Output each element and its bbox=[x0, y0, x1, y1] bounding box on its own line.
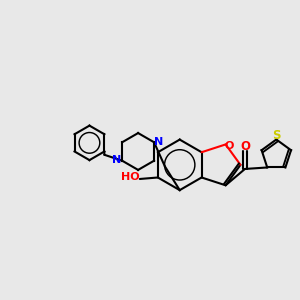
Text: O: O bbox=[240, 140, 250, 153]
Text: HO: HO bbox=[121, 172, 140, 182]
Text: N: N bbox=[154, 137, 164, 147]
Text: O: O bbox=[224, 141, 234, 151]
Text: S: S bbox=[272, 129, 281, 142]
Text: N: N bbox=[112, 155, 122, 165]
